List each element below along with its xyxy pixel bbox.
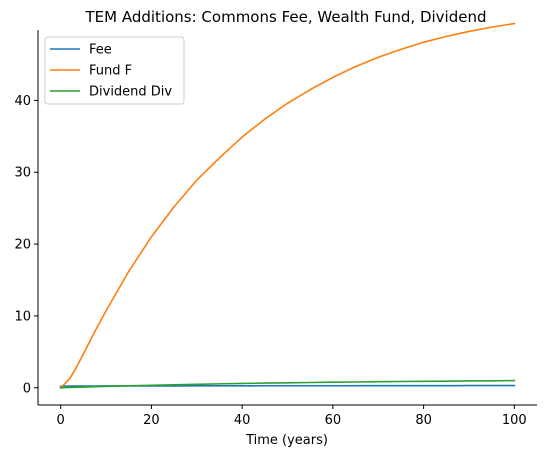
series-line-2 — [59, 22, 516, 389]
y-tick-label: 30 — [14, 166, 31, 181]
y-tick-label: 40 — [14, 94, 31, 109]
series-line-3 — [59, 379, 516, 389]
chart-title: TEM Additions: Commons Fee, Wealth Fund,… — [85, 8, 487, 26]
axis-ticks: 0 20 40 60 80 100 0 10 20 30 40 — [14, 94, 526, 428]
legend-label: Fee — [89, 43, 112, 58]
legend-frame — [44, 36, 185, 105]
y-tick-label: 10 — [14, 309, 31, 324]
x-tick-label: 40 — [234, 413, 251, 428]
x-tick-label: 20 — [143, 413, 160, 428]
y-tick-label: 20 — [14, 238, 31, 253]
legend: Fee Fund F Dividend Div — [44, 36, 185, 105]
x-axis-label: Time (years) — [245, 433, 328, 448]
legend-label: Fund F — [89, 64, 132, 79]
x-tick-label: 0 — [57, 413, 65, 428]
legend-label: Dividend Div — [89, 85, 172, 100]
x-tick-label: 60 — [325, 413, 342, 428]
x-tick-label: 100 — [502, 413, 527, 428]
series-lines — [59, 22, 516, 389]
series-line-1 — [59, 384, 516, 388]
y-tick-label: 0 — [23, 381, 31, 396]
x-tick-label: 80 — [415, 413, 432, 428]
